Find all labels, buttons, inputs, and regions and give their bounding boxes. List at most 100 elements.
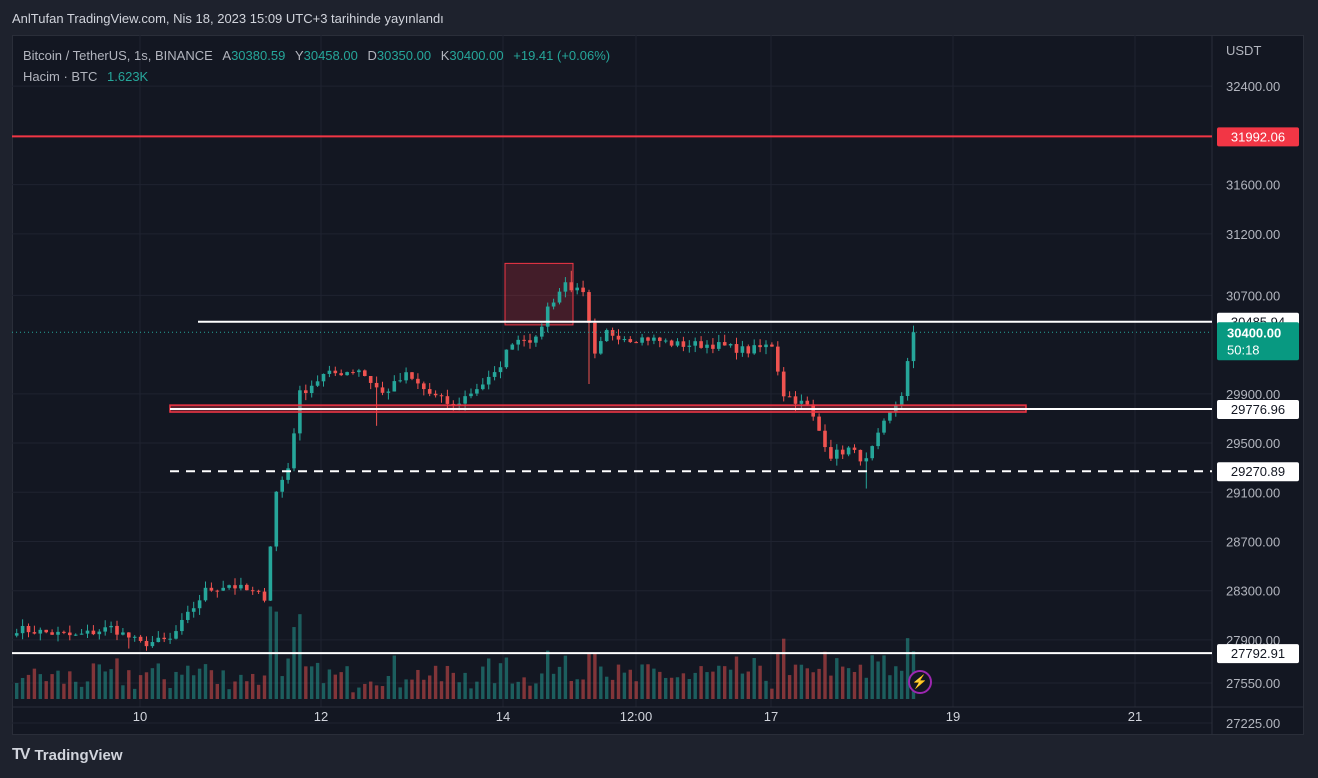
- price-chart[interactable]: USDT 32400.00 31600.00 31200.00 30700.00 2990…: [12, 35, 1304, 735]
- candle: [410, 371, 414, 381]
- candle-body: [215, 590, 220, 592]
- volume-bar: [817, 668, 821, 699]
- candle: [368, 375, 373, 390]
- volume-bar: [79, 686, 84, 699]
- volume-bar: [805, 668, 809, 699]
- volume-bar: [728, 669, 733, 699]
- candle: [823, 424, 827, 452]
- level-price-badge: [1217, 127, 1299, 147]
- volume-bar: [687, 679, 691, 699]
- candle: [498, 361, 503, 379]
- price-tick-label: 29900.00: [1226, 387, 1280, 402]
- candle: [404, 367, 408, 384]
- candle-body: [905, 361, 910, 396]
- candle: [239, 577, 243, 591]
- candle: [103, 620, 107, 636]
- candle: [504, 349, 509, 369]
- candle: [746, 344, 751, 358]
- volume-bar: [398, 687, 402, 699]
- volume-bar: [215, 683, 219, 699]
- volume-bar: [575, 679, 579, 699]
- candle: [687, 340, 692, 353]
- legend-volume-label[interactable]: Hacim · BTC: [23, 69, 98, 84]
- volume-bar: [91, 663, 96, 699]
- candle: [740, 340, 745, 357]
- candle-body: [386, 391, 391, 393]
- candle-body: [492, 372, 497, 377]
- volume-bar: [433, 665, 438, 699]
- volume-bar: [510, 683, 514, 699]
- volume-bar: [616, 664, 621, 699]
- volume-bar: [168, 688, 172, 699]
- volume-bar: [392, 655, 396, 699]
- volume-bar: [841, 666, 845, 699]
- volume-bar: [457, 682, 461, 699]
- candle-body: [805, 400, 810, 405]
- candle-body: [793, 396, 798, 404]
- volume-bar: [469, 688, 473, 699]
- candle: [817, 413, 821, 431]
- volume-bar: [752, 658, 756, 699]
- candle: [345, 371, 349, 376]
- candle: [26, 623, 31, 638]
- candle-body: [168, 638, 172, 640]
- candle-body: [85, 630, 90, 634]
- volume-bar: [522, 677, 526, 699]
- candle: [268, 546, 273, 601]
- candle-body: [339, 373, 343, 376]
- volume-bar: [894, 666, 898, 699]
- candle-body: [640, 337, 644, 343]
- candle: [168, 632, 172, 644]
- volume-bar: [410, 679, 414, 699]
- candle: [422, 381, 426, 396]
- volume-bar: [551, 673, 556, 699]
- candle-body: [345, 372, 349, 376]
- volume-bar: [150, 668, 155, 699]
- candle: [32, 625, 37, 635]
- volume-bar: [793, 664, 798, 699]
- candle: [534, 335, 538, 347]
- candle: [138, 634, 143, 643]
- volume-bar: [835, 658, 839, 699]
- legend-symbol[interactable]: Bitcoin / TetherUS, 1s, BINANCE: [23, 48, 213, 63]
- candle-body: [699, 341, 703, 348]
- candle: [764, 340, 768, 355]
- candle-body: [79, 633, 84, 635]
- candle-body: [221, 587, 225, 591]
- volume-bar: [534, 683, 538, 699]
- volume-bar: [764, 680, 768, 699]
- candle: [439, 393, 444, 403]
- candle-body: [150, 642, 155, 647]
- volume-bar: [746, 671, 750, 699]
- volume-bar: [374, 685, 379, 699]
- volume-bar: [62, 683, 66, 699]
- volume-bar: [304, 666, 308, 699]
- candle: [14, 628, 19, 638]
- volume-bar: [669, 677, 674, 699]
- tradingview-brand[interactable]: TV TradingView: [12, 746, 123, 764]
- candle-body: [73, 634, 78, 636]
- candle-body: [327, 370, 332, 374]
- volume-bar: [339, 672, 343, 699]
- candle-body: [422, 383, 426, 390]
- candle-body: [876, 432, 880, 447]
- volume-bar: [327, 669, 332, 699]
- candle-body: [545, 306, 550, 327]
- candle-body: [469, 393, 473, 397]
- volume-bar: [428, 675, 432, 699]
- candle: [363, 369, 367, 377]
- candle: [298, 385, 302, 441]
- candle: [475, 383, 479, 396]
- candle-body: [368, 376, 373, 383]
- candle-body: [309, 385, 314, 394]
- candle: [905, 357, 910, 401]
- candle: [209, 582, 214, 592]
- candle-body: [634, 342, 638, 344]
- legend-volume-row: Hacim · BTC 1.623K: [23, 66, 610, 87]
- candle: [593, 318, 597, 359]
- candle-body: [658, 337, 662, 341]
- lightning-icon[interactable]: ⚡: [908, 670, 932, 694]
- volume-bar: [351, 692, 355, 699]
- time-tick-label: 21: [1128, 709, 1142, 724]
- candle-body: [103, 627, 107, 632]
